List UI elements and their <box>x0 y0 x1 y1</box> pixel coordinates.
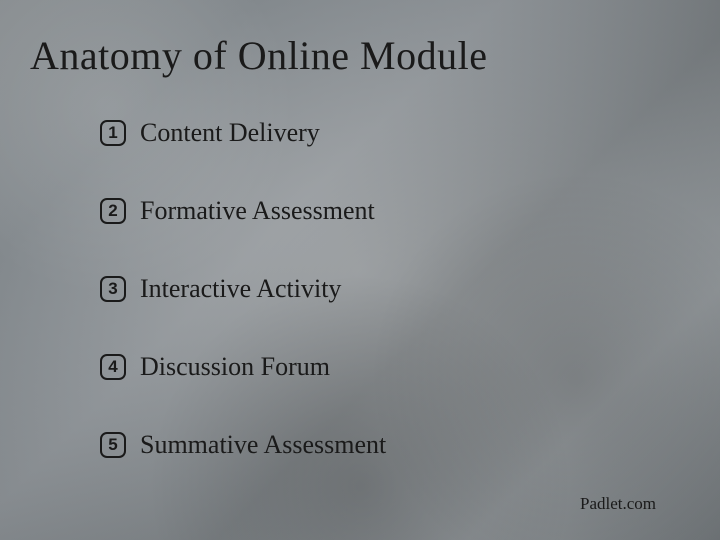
list-item: 1 Content Delivery <box>100 118 386 148</box>
slide-container: Anatomy of Online Module 1 Content Deliv… <box>0 0 720 540</box>
list-item-label: Interactive Activity <box>140 274 341 304</box>
list-item: 2 Formative Assessment <box>100 196 386 226</box>
number-badge-icon: 2 <box>100 198 126 224</box>
list-item-label: Discussion Forum <box>140 352 330 382</box>
list-item-label: Summative Assessment <box>140 430 386 460</box>
credit-text: Padlet.com <box>580 494 656 514</box>
list-item: 5 Summative Assessment <box>100 430 386 460</box>
list-item: 4 Discussion Forum <box>100 352 386 382</box>
slide-title: Anatomy of Online Module <box>30 32 488 79</box>
number-badge-icon: 3 <box>100 276 126 302</box>
number-badge-icon: 4 <box>100 354 126 380</box>
number-badge-icon: 1 <box>100 120 126 146</box>
number-badge-icon: 5 <box>100 432 126 458</box>
list-item: 3 Interactive Activity <box>100 274 386 304</box>
list-item-label: Content Delivery <box>140 118 320 148</box>
module-list: 1 Content Delivery 2 Formative Assessmen… <box>100 118 386 508</box>
list-item-label: Formative Assessment <box>140 196 375 226</box>
